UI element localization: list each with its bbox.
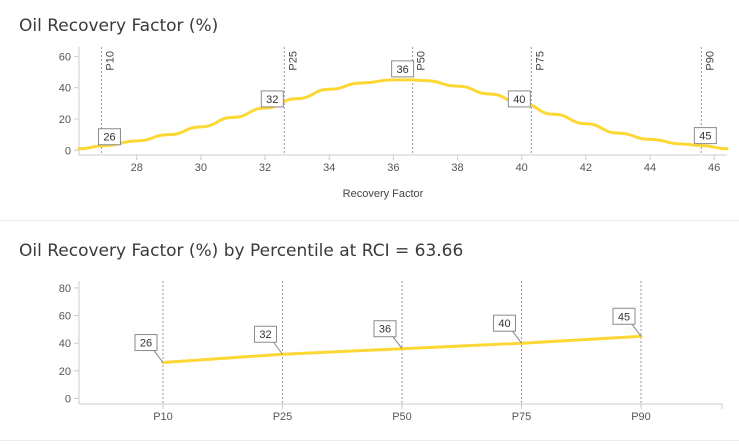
data-label-p75-text: 40 xyxy=(498,318,510,330)
x-tick-label: 40 xyxy=(516,162,528,174)
distribution-curve xyxy=(77,78,729,151)
y-tick-label: 20 xyxy=(59,366,71,378)
data-label-p25-box xyxy=(260,90,284,108)
y-tick-label: 60 xyxy=(59,311,71,323)
data-label-p50-text: 36 xyxy=(396,64,408,76)
data-label-p25-text: 32 xyxy=(266,94,278,106)
data-label-leader xyxy=(512,330,522,344)
x-tick-label: 38 xyxy=(451,162,463,174)
x-tick-label: P25 xyxy=(273,411,293,423)
data-label-p90-text: 45 xyxy=(699,131,711,143)
y-tick-label: 40 xyxy=(59,83,71,95)
x-tick-label: 32 xyxy=(259,162,271,174)
data-label-p10-text: 26 xyxy=(103,132,115,144)
data-label-leader xyxy=(153,350,164,363)
data-label-p50: 36 xyxy=(373,320,397,338)
data-label-p50-box xyxy=(373,320,397,338)
data-label-p75: 40 xyxy=(507,90,531,108)
y-tick-label: 0 xyxy=(65,145,71,157)
y-tick-label: 80 xyxy=(59,283,71,295)
data-label-p10-text: 26 xyxy=(140,338,152,350)
data-label-p90-box xyxy=(612,307,636,325)
panel-divider xyxy=(0,220,739,221)
x-tick-label: 46 xyxy=(708,162,720,174)
x-tick-label: 34 xyxy=(323,162,335,174)
percentile-label-p25: P25 xyxy=(287,51,299,71)
x-axis-title: Recovery Factor xyxy=(343,188,424,200)
percentile-label-p10: P10 xyxy=(104,51,116,71)
chart-title-recovery-factor: Oil Recovery Factor (%) xyxy=(19,16,219,36)
chart-title-by-percentile: Oil Recovery Factor (%) by Percentile at… xyxy=(19,241,464,261)
x-tick-label: P10 xyxy=(153,411,173,423)
y-tick-label: 40 xyxy=(59,338,71,350)
data-label-p75-box xyxy=(507,90,531,108)
data-label-p90-box xyxy=(693,127,717,145)
data-label-p10-box xyxy=(134,334,158,352)
x-tick-label: 42 xyxy=(580,162,592,174)
data-label-p10-box xyxy=(97,128,121,146)
x-tick-label: P50 xyxy=(392,411,412,423)
data-label-p10: 26 xyxy=(97,128,121,146)
x-tick-label: 36 xyxy=(387,162,399,174)
panel-divider-bottom xyxy=(0,440,739,441)
data-label-p90-text: 45 xyxy=(618,311,630,323)
data-label-leader xyxy=(273,341,283,355)
y-tick-label: 60 xyxy=(59,51,71,63)
data-label-leader xyxy=(392,336,403,350)
x-tick-label: 44 xyxy=(644,162,656,174)
data-label-p90: 45 xyxy=(693,127,717,145)
data-label-p25: 32 xyxy=(260,90,284,108)
data-label-p75-box xyxy=(493,314,516,332)
x-tick-label: P75 xyxy=(512,411,532,423)
y-tick-label: 20 xyxy=(59,114,71,126)
data-label-p25: 32 xyxy=(254,325,277,343)
x-tick-label: P90 xyxy=(631,411,651,423)
percentile-label-p50: P50 xyxy=(416,51,428,71)
data-label-p75: 40 xyxy=(493,314,516,332)
percentile-label-p75: P75 xyxy=(534,51,546,71)
data-label-leader xyxy=(631,323,642,337)
data-label-p25-box xyxy=(254,325,277,343)
x-tick-label: 30 xyxy=(195,162,207,174)
data-label-p25-text: 32 xyxy=(259,329,271,341)
y-tick-label: 0 xyxy=(65,393,71,405)
x-tick-label: 28 xyxy=(131,162,143,174)
data-label-p75-text: 40 xyxy=(513,94,525,106)
data-label-p90: 45 xyxy=(612,307,636,325)
data-label-p10: 26 xyxy=(134,334,158,352)
data-label-p50-box xyxy=(391,60,415,78)
data-label-p50-text: 36 xyxy=(379,324,391,336)
percentile-label-p90: P90 xyxy=(704,51,716,71)
recovery-factor-distribution-chart: 0 20 40 60 28 30 32 34 36 38 40 42 44 46 Recovery Fact… xyxy=(59,47,729,200)
data-label-p50: 36 xyxy=(391,60,415,78)
